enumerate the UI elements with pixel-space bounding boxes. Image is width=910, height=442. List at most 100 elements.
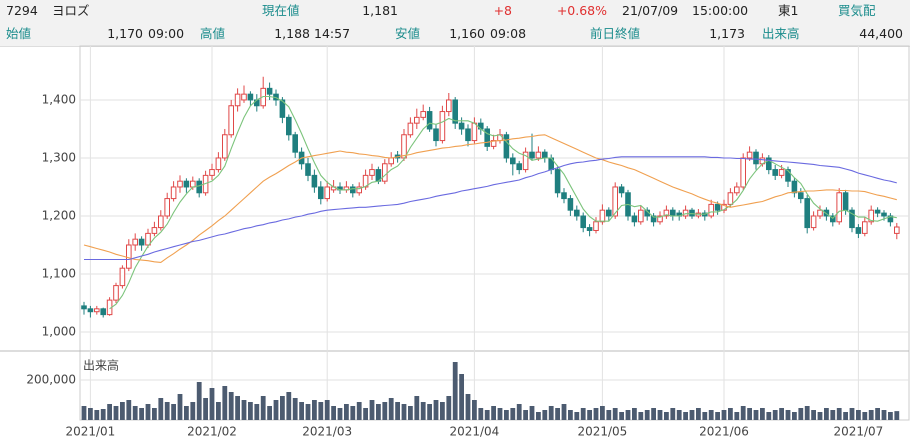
volume-bar [683, 412, 688, 420]
volume-bar [216, 402, 221, 420]
candle-body [145, 232, 151, 246]
volume-bar [772, 410, 778, 420]
volume-bar [632, 408, 637, 420]
volume-bar [196, 382, 202, 420]
candle-body [234, 93, 241, 107]
volume-bar [657, 410, 663, 420]
candle-body [170, 186, 177, 200]
candle-body [746, 151, 753, 159]
volume-bar [606, 410, 612, 420]
volume-bar [542, 410, 548, 420]
moving-average-line [84, 156, 897, 261]
candle-body [209, 169, 215, 176]
volume-bar [260, 396, 266, 420]
volume-bar [568, 410, 573, 420]
volume-bar [817, 412, 823, 420]
volume-bar [88, 408, 93, 420]
candle-body [516, 163, 523, 171]
volume-bar [235, 396, 240, 420]
quote-header: 7294 ヨロズ 現在値 1,181 +8 +0.68% 21/07/09 15:00:00 東… [0, 0, 910, 47]
y-tick-label: 1,000 [42, 325, 76, 339]
header-field: 7294 [6, 3, 38, 18]
volume-bar [612, 408, 618, 420]
candle-body [420, 111, 426, 118]
volume-bar [433, 400, 439, 420]
candle-body [87, 308, 94, 313]
volume-bar [561, 404, 567, 420]
volume-bar [574, 412, 580, 420]
candle-body [292, 134, 298, 153]
volume-bar [452, 362, 458, 420]
volume-bar [651, 408, 656, 420]
header-field: +0.68% [556, 3, 607, 18]
volume-bar [305, 404, 311, 420]
moving-average-line [83, 134, 897, 263]
candle-body [401, 134, 407, 159]
candle-body [433, 128, 439, 142]
x-tick-label: 2021/06 [699, 425, 749, 439]
volume-bar [254, 404, 260, 420]
volume-bar [209, 388, 215, 420]
volume-bar [401, 404, 407, 420]
x-tick-label: 2021/04 [449, 425, 499, 439]
plot-frame [79, 45, 910, 421]
candle-body [318, 186, 324, 200]
volume-bar [145, 404, 151, 420]
y-tick-label: 1,300 [42, 150, 76, 164]
candle-body [580, 215, 587, 229]
candle-body [714, 203, 721, 211]
candle-body [382, 163, 388, 182]
volume-bar [760, 408, 765, 420]
volume-bar [792, 412, 797, 420]
volume-bar [811, 410, 816, 420]
header-field: 現在値 [262, 3, 300, 18]
volume-bar [868, 410, 874, 420]
volume-bar [644, 410, 650, 420]
volume-bar [504, 410, 509, 420]
volume-bar [593, 408, 599, 420]
volume-bar [510, 408, 516, 420]
candle-body [266, 87, 273, 95]
volume-bar [337, 408, 343, 420]
volume-bar [382, 402, 388, 420]
candle-body [740, 157, 747, 188]
candle-body [247, 93, 254, 101]
candle-body [305, 163, 311, 176]
candle-body [849, 209, 855, 229]
candle-body [561, 192, 567, 200]
x-tick-label: 2021/07 [833, 425, 883, 439]
candle-body [567, 198, 574, 211]
header-field: 09:08 [490, 26, 527, 41]
volume-bar [222, 386, 228, 420]
candle-body [554, 169, 561, 194]
volume-bar [318, 402, 324, 420]
candle-body [126, 244, 132, 269]
candle-body [612, 186, 619, 217]
candle-body [279, 99, 286, 118]
candle-body [465, 128, 471, 142]
candle-body [810, 215, 817, 229]
volume-bar [715, 412, 720, 420]
candle-body [689, 209, 695, 217]
candle-body [638, 209, 644, 223]
header-field: 買気配 [838, 3, 876, 18]
volume-bar [286, 392, 292, 420]
volume-bar [177, 394, 183, 420]
volume-bar [785, 410, 791, 420]
candle-body [874, 209, 881, 214]
volume-bar [849, 408, 855, 420]
header-field: 1,181 [362, 3, 398, 18]
header-field: +8 [493, 3, 512, 18]
candle-body [682, 209, 689, 217]
y-tick-label: 1,400 [42, 92, 76, 106]
y-tick-label: 200,000 [26, 373, 76, 387]
candle-body [734, 186, 740, 194]
candle-body [894, 226, 900, 234]
candle-body [881, 212, 887, 217]
candle-body [510, 157, 516, 165]
candle-body [663, 209, 670, 217]
volume-bar [164, 402, 170, 420]
header-field: 44,400 [859, 26, 903, 41]
volume-bar [587, 410, 592, 420]
